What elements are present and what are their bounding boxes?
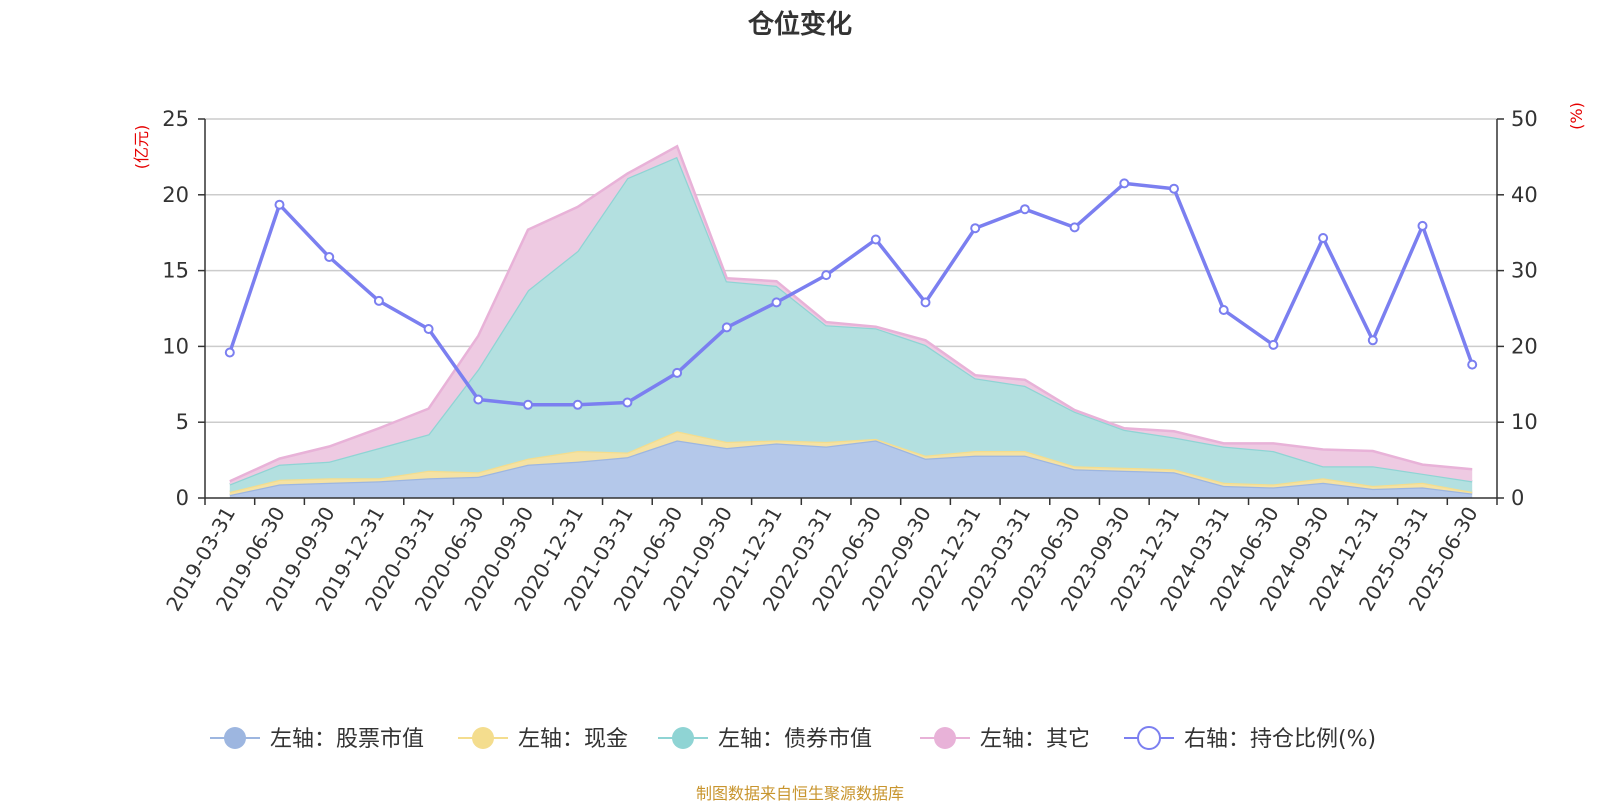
- legend-marker: [1137, 726, 1161, 750]
- ratio-point: [920, 297, 931, 308]
- left-tick-label: 25: [162, 107, 189, 131]
- right-axis-unit-label: (%): [1567, 102, 1586, 130]
- ratio-point: [1268, 339, 1279, 350]
- data-source-note: 制图数据来自恒生聚源数据库: [695, 784, 904, 803]
- ratio-point: [721, 322, 732, 333]
- right-tick-label: 0: [1511, 486, 1524, 510]
- ratio-point: [274, 199, 285, 210]
- legend-label: 右轴：持仓比例(%): [1184, 727, 1376, 752]
- chart-title: 仓位变化: [747, 10, 852, 40]
- ratio-point: [473, 394, 484, 405]
- legend[interactable]: 左轴：股票市值 左轴：现金 左轴：债券市值 左轴：其它 右轴：持仓比例(%): [210, 726, 1376, 752]
- legend-item-4[interactable]: 左轴：其它: [920, 727, 1090, 752]
- ratio-point: [572, 399, 583, 410]
- ratio-point: [1069, 222, 1080, 233]
- right-tick-label: 20: [1511, 334, 1538, 358]
- legend-item-3[interactable]: 左轴：债券市值: [658, 727, 872, 752]
- area-series-4: [229, 146, 1473, 485]
- ratio-point: [771, 297, 782, 308]
- legend-label: 左轴：其它: [980, 727, 1090, 752]
- right-tick-label: 40: [1511, 183, 1538, 207]
- legend-label: 左轴：债券市值: [718, 727, 872, 752]
- ratio-point: [224, 347, 235, 358]
- ratio-point: [423, 324, 434, 334]
- legend-label: 左轴：股票市值: [270, 727, 424, 752]
- ratio-point: [821, 270, 832, 281]
- ratio-point: [523, 399, 533, 410]
- area-edge-series-4: [229, 144, 1473, 483]
- legend-marker: [472, 727, 494, 749]
- legend-item-2[interactable]: 左轴：现金: [458, 727, 628, 752]
- left-tick-label: 5: [176, 410, 189, 434]
- ratio-point: [1467, 359, 1478, 370]
- left-tick-label: 0: [176, 486, 189, 510]
- ratio-point: [970, 223, 981, 234]
- ratio-point: [1119, 178, 1130, 189]
- right-tick-label: 10: [1511, 410, 1538, 434]
- right-tick-label: 50: [1511, 107, 1538, 131]
- ratio-point: [1019, 204, 1030, 215]
- area-series-3: [229, 156, 1473, 492]
- ratio-line-path: [228, 181, 1474, 407]
- left-axis-unit-label: (亿元): [132, 125, 151, 170]
- ratio-point: [1367, 335, 1378, 346]
- ratio-point: [1169, 183, 1179, 194]
- legend-marker: [224, 727, 246, 749]
- legend-item-1[interactable]: 左轴：股票市值: [210, 727, 424, 752]
- legend-item-5[interactable]: 右轴：持仓比例(%): [1124, 726, 1376, 752]
- ratio-point: [324, 252, 335, 262]
- ratio-point: [1417, 220, 1428, 231]
- stacked-areas: [229, 144, 1473, 498]
- ratio-point: [1218, 305, 1229, 315]
- legend-marker: [934, 727, 956, 749]
- right-tick-label: 30: [1511, 259, 1538, 283]
- left-tick-label: 20: [162, 183, 189, 207]
- ratio-point: [373, 295, 384, 306]
- legend-marker: [672, 727, 694, 749]
- ratio-line: [224, 178, 1478, 410]
- ratio-point: [622, 397, 633, 408]
- area-series-1: [229, 440, 1473, 498]
- ratio-point: [672, 367, 683, 378]
- ratio-point: [870, 234, 881, 245]
- legend-label: 左轴：现金: [518, 727, 628, 752]
- left-tick-label: 15: [162, 259, 189, 283]
- left-tick-label: 10: [162, 334, 189, 358]
- ratio-point: [1318, 233, 1329, 243]
